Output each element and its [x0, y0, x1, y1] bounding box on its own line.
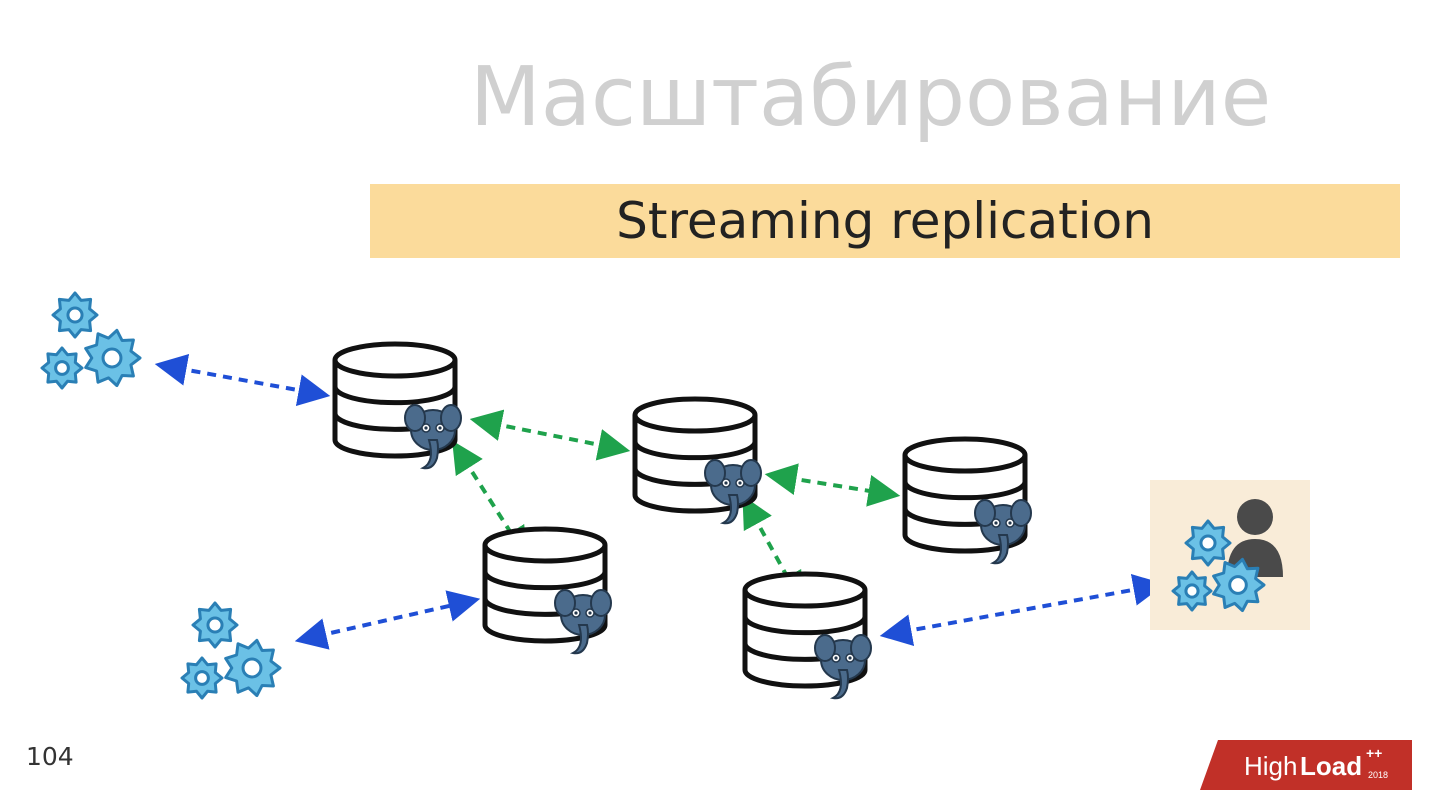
- replication-arrow: [770, 475, 895, 495]
- postgres-elephant-icon: [975, 500, 1031, 563]
- conference-logo: High Load ++ 2018: [1200, 740, 1412, 790]
- highload-logo-icon: High Load ++ 2018: [1200, 740, 1412, 796]
- database-icon: [745, 574, 871, 698]
- database-icon: [635, 399, 761, 523]
- logo-year: 2018: [1368, 770, 1388, 780]
- diagram-canvas: [0, 0, 1429, 804]
- logo-text-load: Load: [1300, 751, 1362, 781]
- gears-icon: [182, 603, 280, 698]
- postgres-elephant-icon: [815, 635, 871, 698]
- logo-plus-icon: ++: [1366, 745, 1382, 761]
- postgres-elephant-icon: [555, 590, 611, 653]
- gears-icon: [42, 293, 140, 388]
- postgres-elephant-icon: [405, 405, 461, 468]
- replication-arrow: [300, 600, 475, 640]
- logo-text-high: High: [1244, 751, 1297, 781]
- database-icon: [485, 529, 611, 653]
- replication-arrow: [475, 420, 625, 450]
- replication-arrow: [160, 365, 325, 395]
- database-icon: [905, 439, 1031, 563]
- replication-arrow: [885, 585, 1160, 635]
- users-cluster-icon: [1150, 480, 1310, 630]
- postgres-elephant-icon: [705, 460, 761, 523]
- database-icon: [335, 344, 461, 468]
